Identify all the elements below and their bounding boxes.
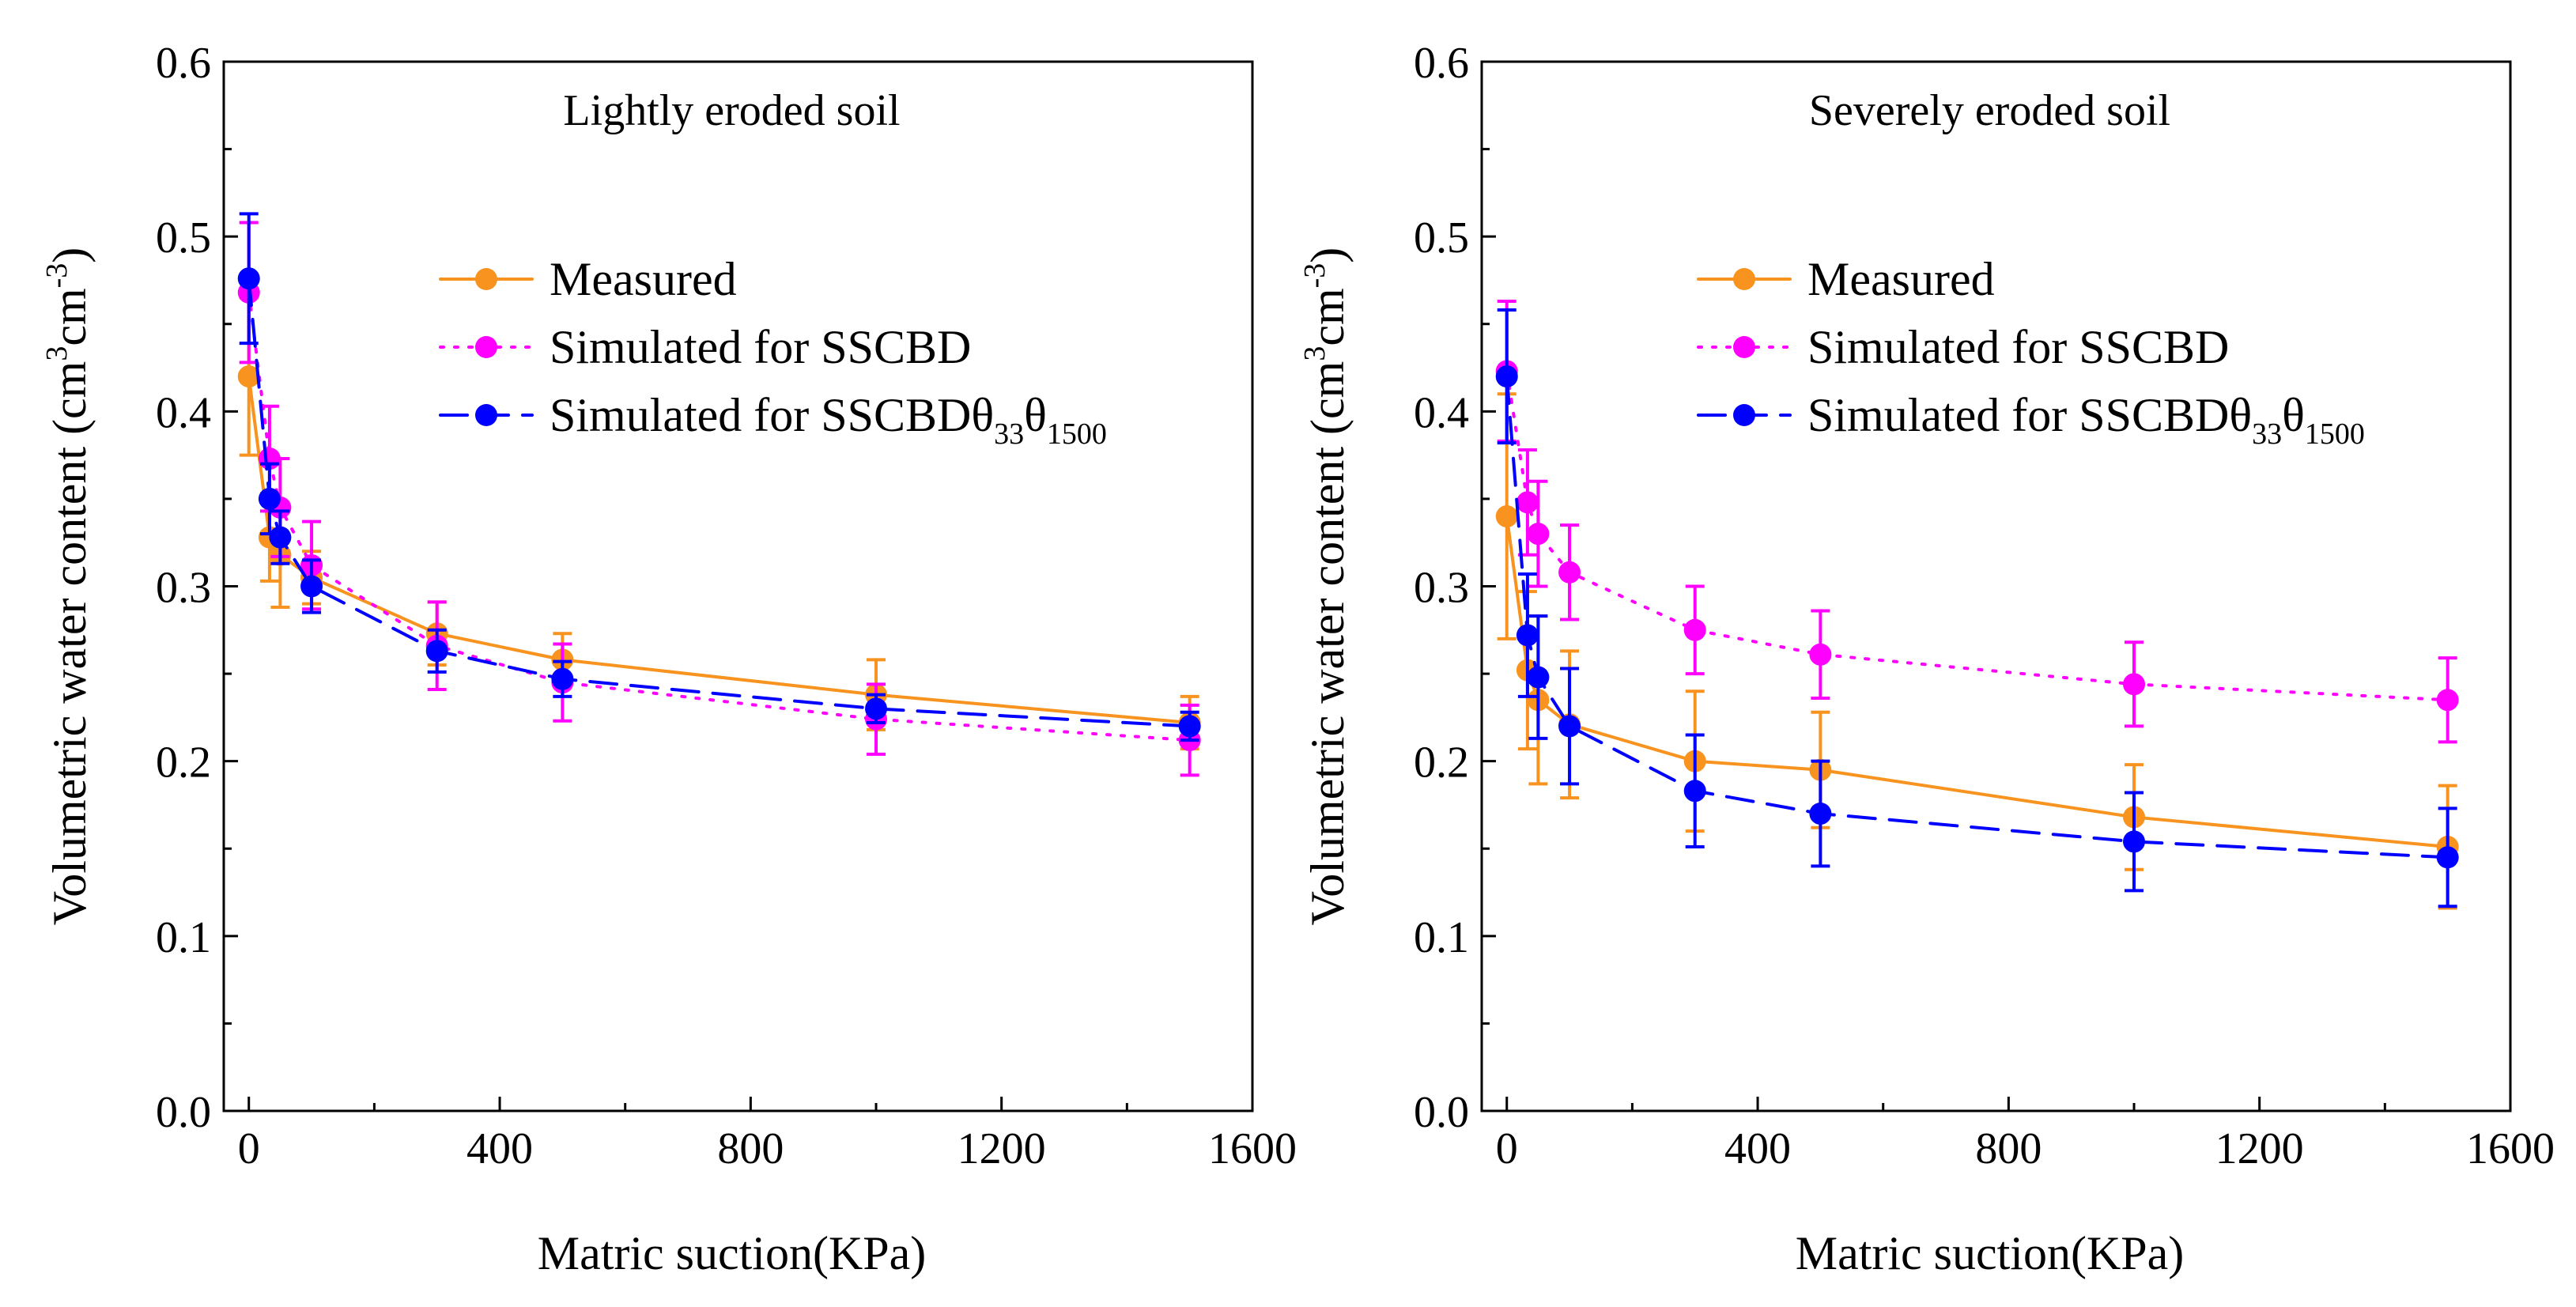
legend-item-sscbd: Simulated for SSCBD xyxy=(1697,321,2229,373)
y-tick-label: 0.3 xyxy=(156,564,211,613)
x-tick-label: 800 xyxy=(1975,1124,2042,1173)
y-tick-label: 0.3 xyxy=(1414,564,1469,613)
data-point-sscbd xyxy=(2123,673,2146,696)
panel-severely-eroded: 0 400 800 1200 1600 0.0 0.1 0.2 0.3 0.4 0.5 0.6 Seve… xyxy=(1298,39,2555,1279)
data-point-sscbd xyxy=(1809,643,1832,666)
series-sscbd_theta xyxy=(237,212,1201,742)
x-tick-label: 1600 xyxy=(1208,1124,1297,1173)
legend-label: Simulated for SSCBD xyxy=(550,321,971,373)
data-point-sscbd_theta xyxy=(425,640,448,663)
x-tick-label: 0 xyxy=(238,1124,260,1173)
y-tick-label: 0.1 xyxy=(156,913,211,962)
data-point-sscbd_theta xyxy=(1683,780,1706,803)
legend-marker xyxy=(1733,404,1755,426)
legend-marker xyxy=(1733,268,1755,290)
x-tick-label: 400 xyxy=(1724,1124,1791,1173)
y-tick-label: 0.6 xyxy=(1414,39,1469,88)
data-point-sscbd_theta xyxy=(2436,846,2459,869)
x-tick-label: 0 xyxy=(1496,1124,1518,1173)
x-tick-label: 1600 xyxy=(2466,1124,2555,1173)
legend-item-sscbd_theta: Simulated for SSCBDθ33θ1500 xyxy=(1697,389,2365,451)
data-point-sscbd xyxy=(2436,689,2459,712)
data-point-sscbd_theta xyxy=(551,667,574,690)
series-line-sscbd xyxy=(247,290,1192,742)
legend-item-measured: Measured xyxy=(439,253,737,305)
data-point-sscbd_theta xyxy=(1178,715,1201,738)
legend-marker xyxy=(475,336,497,358)
y-tick-label: 0.5 xyxy=(156,213,211,263)
x-tick-label: 400 xyxy=(466,1124,533,1173)
legend-item-sscbd: Simulated for SSCBD xyxy=(439,321,971,373)
x-tick-label: 800 xyxy=(717,1124,784,1173)
data-point-sscbd_theta xyxy=(1495,365,1518,388)
legend-label: Measured xyxy=(550,253,737,305)
legend-label: Simulated for SSCBD xyxy=(1807,321,2229,373)
y-axis-label: Volumetric water content (cm3cm-3) xyxy=(40,247,96,926)
data-point-sscbd xyxy=(1516,491,1539,514)
data-point-sscbd_theta xyxy=(237,267,260,290)
series-sscbd_theta xyxy=(1495,308,2459,908)
data-point-sscbd_theta xyxy=(269,526,292,549)
y-tick-label: 0.2 xyxy=(1414,738,1469,788)
y-tick-label: 0.0 xyxy=(156,1088,211,1137)
legend-label: Simulated for SSCBDθ33θ1500 xyxy=(1807,389,2365,451)
chart-title: Lightly eroded soil xyxy=(563,86,900,135)
y-tick-label: 0.4 xyxy=(1414,388,1469,437)
data-point-sscbd_theta xyxy=(865,697,888,720)
legend-marker xyxy=(475,404,497,426)
legend-item-measured: Measured xyxy=(1697,253,1995,305)
y-tick-label: 0.2 xyxy=(156,738,211,788)
data-point-sscbd_theta xyxy=(258,487,281,510)
y-tick-label: 0.4 xyxy=(156,388,211,437)
data-point-sscbd xyxy=(1527,523,1550,546)
data-point-sscbd_theta xyxy=(1516,624,1539,647)
panel-lightly-eroded: 0 400 800 1200 1600 0.0 0.1 0.2 0.3 0.4 0.5 0.6 Ligh… xyxy=(40,39,1297,1279)
legend-label: Simulated for SSCBDθ33θ1500 xyxy=(550,389,1107,451)
data-point-sscbd_theta xyxy=(1809,803,1832,825)
data-point-sscbd xyxy=(1558,561,1581,584)
data-point-sscbd_theta xyxy=(1558,715,1581,738)
legend-marker xyxy=(475,268,497,290)
data-point-sscbd xyxy=(1683,618,1706,641)
y-tick-label: 0.1 xyxy=(1414,913,1469,962)
legend-item-sscbd_theta: Simulated for SSCBDθ33θ1500 xyxy=(439,389,1107,451)
x-tick-label: 1200 xyxy=(958,1124,1046,1173)
chart-title: Severely eroded soil xyxy=(1809,86,2170,135)
x-axis-label: Matric suction(KPa) xyxy=(538,1227,927,1279)
y-tick-label: 0.5 xyxy=(1414,213,1469,263)
y-tick-label: 0.0 xyxy=(1414,1088,1469,1137)
series-line-sscbd xyxy=(1505,369,2449,702)
data-point-sscbd_theta xyxy=(300,575,323,598)
data-point-sscbd_theta xyxy=(1527,666,1550,689)
legend-marker xyxy=(1733,336,1755,358)
x-axis-label: Matric suction(KPa) xyxy=(1796,1227,2185,1279)
y-axis-label: Volumetric water content (cm3cm-3) xyxy=(1298,247,1354,926)
legend-label: Measured xyxy=(1807,253,1995,305)
data-point-sscbd_theta xyxy=(2123,830,2146,853)
y-tick-label: 0.6 xyxy=(156,39,211,88)
data-point-measured xyxy=(1495,505,1518,528)
x-tick-label: 1200 xyxy=(2215,1124,2304,1173)
data-point-measured xyxy=(237,365,260,388)
